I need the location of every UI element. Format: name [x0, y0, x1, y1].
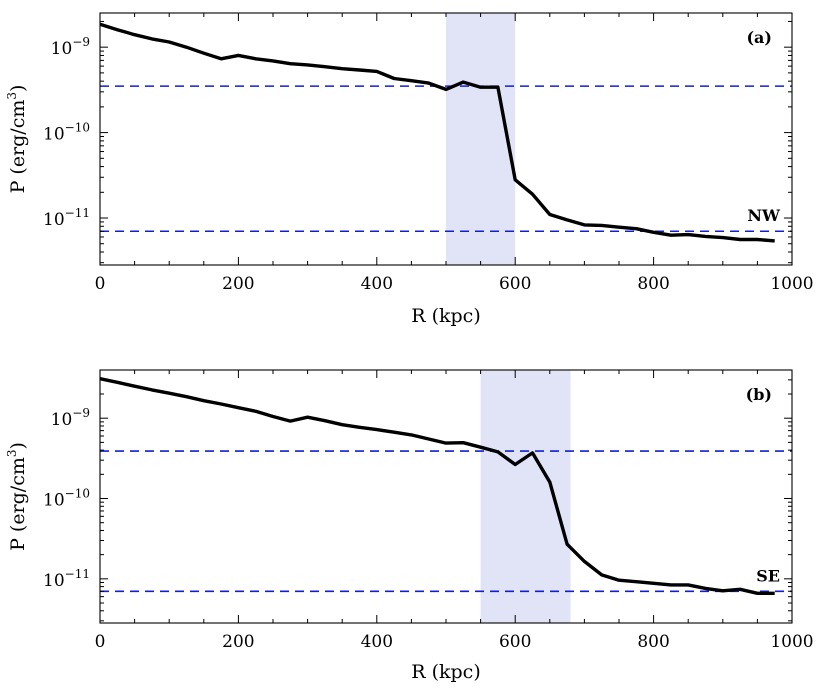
x-axis-title: R (kpc) [411, 661, 481, 683]
panel-a: 0 200 400 600 800 1000 10−9 10−10 10−11 R (kpc) P … [5, 12, 814, 327]
x-tick-label: 600 [499, 632, 531, 652]
shaded-region [480, 370, 571, 623]
x-tick-label: 600 [499, 274, 531, 294]
panel-b: 0 200 400 600 800 1000 10−9 10−10 10−11 R (kpc) P … [5, 369, 814, 683]
y-tick-label: 10−10 [43, 487, 90, 511]
y-tick-label: 10−10 [43, 121, 90, 145]
region-label: NW [747, 206, 781, 225]
y-tick-label: 10−11 [43, 567, 90, 591]
shaded-region [446, 13, 516, 265]
y-axis-title: P (erg/cm3) [5, 85, 29, 194]
pressure-profile-line [99, 22, 775, 243]
panel-label: (a) [746, 28, 772, 47]
x-tick-label: 200 [222, 632, 254, 652]
x-tick-label: 0 [95, 632, 106, 652]
x-tick-label: 1000 [770, 274, 813, 294]
y-tick-label: 10−9 [51, 35, 90, 59]
x-tick-label: 800 [637, 632, 669, 652]
x-tick-label: 200 [222, 274, 254, 294]
pressure-profile-line [99, 377, 775, 595]
x-tick-label: 400 [361, 632, 393, 652]
y-tick-label: 10−11 [43, 206, 90, 230]
x-tick-label: 1000 [770, 632, 813, 652]
x-tick-label: 0 [95, 274, 106, 294]
y-axis-title: P (erg/cm3) [5, 442, 29, 551]
region-label: SE [756, 566, 780, 585]
x-tick-label: 400 [361, 274, 393, 294]
y-tick-label: 10−9 [51, 406, 90, 430]
panel-label: (b) [746, 385, 772, 404]
x-axis-title: R (kpc) [411, 305, 481, 327]
x-tick-label: 800 [637, 274, 669, 294]
